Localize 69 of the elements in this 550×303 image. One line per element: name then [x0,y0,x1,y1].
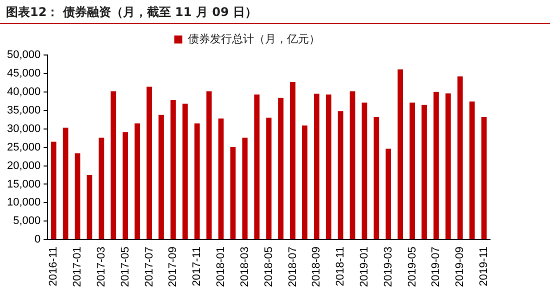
x-tick-label: 2017-11 [191,246,204,286]
chart-title: 图表12： 债券融资（月，截至 11 月 09 日） [0,0,550,24]
bar [50,142,56,240]
bar [194,123,200,240]
y-tick-label: 0 [34,234,41,246]
x-tick-label: 2016-11 [48,246,60,286]
y-tick-label: 35,000 [6,104,41,116]
bar [206,91,212,240]
bar [134,123,140,240]
bar [457,76,463,240]
x-tick-label: 2019-01 [358,246,370,288]
x-tick-label: 2017-09 [167,246,180,288]
bar [74,153,80,240]
x-tick-label: 2017-01 [72,246,84,288]
bar [122,132,128,240]
bar [422,104,427,240]
bar [469,102,475,240]
x-tick-label: 2018-03 [238,246,251,288]
bar [62,128,68,240]
bar [386,148,392,240]
y-tick-label: 25,000 [6,141,41,154]
bar [350,91,356,240]
bar [302,126,308,240]
bar [326,94,332,240]
x-tick-label: 2018-05 [262,246,275,288]
bar [362,102,368,240]
y-tick-label: 40,000 [6,86,41,98]
legend-label: 债券发行总计（月，亿元） [188,32,320,46]
bar [266,118,272,240]
bar [242,138,248,240]
x-tick-label: 2019-05 [406,246,418,288]
y-tick-label: 10,000 [6,196,41,209]
bar [86,175,92,240]
x-tick-label: 2019-11 [478,246,490,286]
x-tick-label: 2019-09 [454,246,466,288]
bar [290,82,296,240]
bar [98,138,104,240]
bar [374,117,380,240]
bar [170,100,176,240]
x-tick-label: 2018-09 [310,246,323,288]
bar [434,92,439,240]
bar [146,86,152,240]
y-tick-label: 50,000 [6,49,41,62]
x-tick-label: 2018-11 [334,246,347,286]
bar [218,118,224,240]
bar [410,102,415,240]
bar [278,98,284,240]
y-tick-label: 20,000 [6,160,41,172]
y-tick-label: 5,000 [13,215,41,228]
x-tick-label: 2017-03 [95,246,108,288]
x-tick-label: 2018-07 [286,246,299,288]
bar [445,93,451,240]
x-tick-label: 2019-03 [382,246,394,288]
y-tick-label: 15,000 [6,178,41,190]
bar [182,104,188,240]
bar [158,114,164,240]
bar [230,146,236,240]
bar [398,69,404,240]
y-tick-label: 45,000 [6,67,41,80]
x-tick-label: 2018-01 [215,246,228,288]
bar [314,94,320,240]
x-tick-label: 2019-07 [430,246,442,288]
y-tick-label: 30,000 [6,122,41,135]
bar [481,117,487,240]
bar [110,91,116,240]
bar [254,94,260,240]
x-tick-label: 2017-07 [143,246,156,288]
x-tick-label: 2017-05 [119,246,132,288]
bar [338,111,344,240]
